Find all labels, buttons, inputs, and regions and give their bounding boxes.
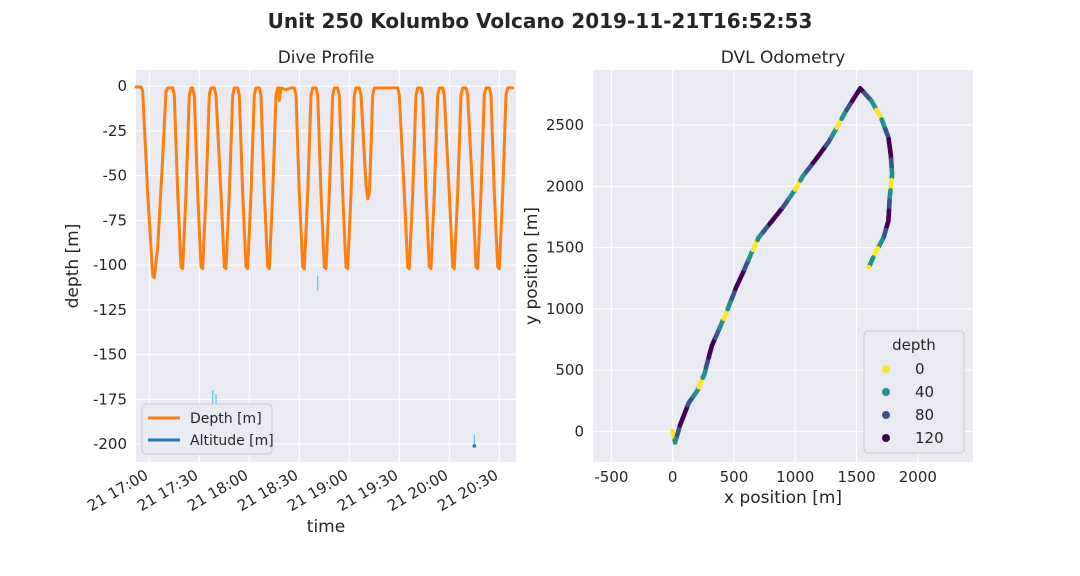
legend-hue-swatch	[882, 388, 890, 396]
dvl-odometry-legend: depth 0 40 80 120	[863, 330, 965, 454]
dvl-odometry-y-tick-labels: 0 500 1000 1500 2000 2500	[546, 116, 584, 440]
altitude-point	[472, 444, 477, 448]
dvl-odometry-title: DVL Odometry	[721, 48, 846, 68]
dvl-odometry-y-tick-label: 500	[555, 361, 584, 379]
dive-profile-y-tick-label: -100	[93, 256, 127, 274]
legend-hue-swatch	[882, 434, 890, 442]
dvl-odometry-x-tick-label: 2000	[899, 468, 937, 486]
dive-profile-y-tick-label: -125	[93, 301, 127, 319]
dive-profile-title: Dive Profile	[278, 48, 375, 68]
dive-profile-x-axis-label: time	[307, 517, 345, 537]
dvl-odometry-y-tick-label: 0	[574, 422, 584, 440]
dive-profile-y-tick-label: -200	[93, 435, 127, 453]
dive-profile-y-tick-label: -75	[103, 211, 128, 229]
odometry-scatter-points	[670, 86, 895, 445]
legend-hue-title: depth	[892, 336, 936, 354]
dvl-odometry-x-tick-label: 1500	[837, 468, 875, 486]
legend-hue-label: 120	[915, 429, 944, 447]
legend-hue-label: 80	[915, 406, 934, 424]
dive-profile-y-tick-labels: 0 -25 -50 -75 -100 -125 -150 -175 -200	[93, 77, 127, 453]
legend-hue-swatch	[882, 411, 890, 419]
figure-suptitle: Unit 250 Kolumbo Volcano 2019-11-21T16:5…	[268, 9, 813, 33]
legend-hue-label: 0	[915, 360, 925, 378]
dvl-odometry-x-tick-label: 500	[720, 468, 749, 486]
dive-profile-y-tick-label: -175	[93, 390, 127, 408]
dvl-odometry-x-axis-label: x position [m]	[724, 488, 842, 508]
dive-profile-y-tick-label: -150	[93, 346, 127, 364]
legend-hue-items: 0 40 80 120	[882, 360, 944, 447]
dive-profile-panel: 0 -25 -50 -75 -100 -125 -150 -175 -200 21 17:002…	[63, 48, 516, 537]
legend-hue-swatch	[882, 365, 890, 373]
depth-series	[134, 85, 515, 280]
dvl-odometry-y-tick-label: 2500	[546, 116, 584, 134]
dvl-odometry-legend-box	[863, 330, 965, 454]
legend-depth-label: Depth [m]	[190, 411, 262, 427]
dive-profile-y-tick-label: -50	[103, 167, 128, 185]
dvl-odometry-x-tick-label: 0	[668, 468, 678, 486]
legend-altitude-label: Altitude [m]	[190, 433, 274, 449]
dvl-odometry-y-tick-label: 1500	[546, 239, 584, 257]
depth-line	[134, 85, 515, 280]
dive-profile-y-tick-label: 0	[117, 77, 127, 95]
odometry-point	[670, 428, 676, 434]
dvl-odometry-y-tick-label: 2000	[546, 177, 584, 195]
odometry-point	[866, 264, 872, 270]
dvl-odometry-x-tick-labels: -500 0 500 1000 1500 2000	[594, 468, 937, 486]
dvl-odometry-x-tick-label: -500	[594, 468, 628, 486]
dvl-odometry-y-axis-label: y position [m]	[522, 207, 542, 325]
dvl-odometry-x-tick-label: 1000	[776, 468, 814, 486]
dive-profile-legend: Depth [m] Altitude [m]	[141, 403, 274, 455]
dive-profile-y-tick-label: -25	[103, 122, 128, 140]
dvl-odometry-panel: 0 500 1000 1500 2000 2500 -500 0 500 1000 1500 200…	[522, 48, 973, 508]
legend-hue-label: 40	[915, 383, 934, 401]
dvl-odometry-y-tick-label: 1000	[546, 300, 584, 318]
dive-profile-y-axis-label: depth [m]	[63, 224, 83, 309]
